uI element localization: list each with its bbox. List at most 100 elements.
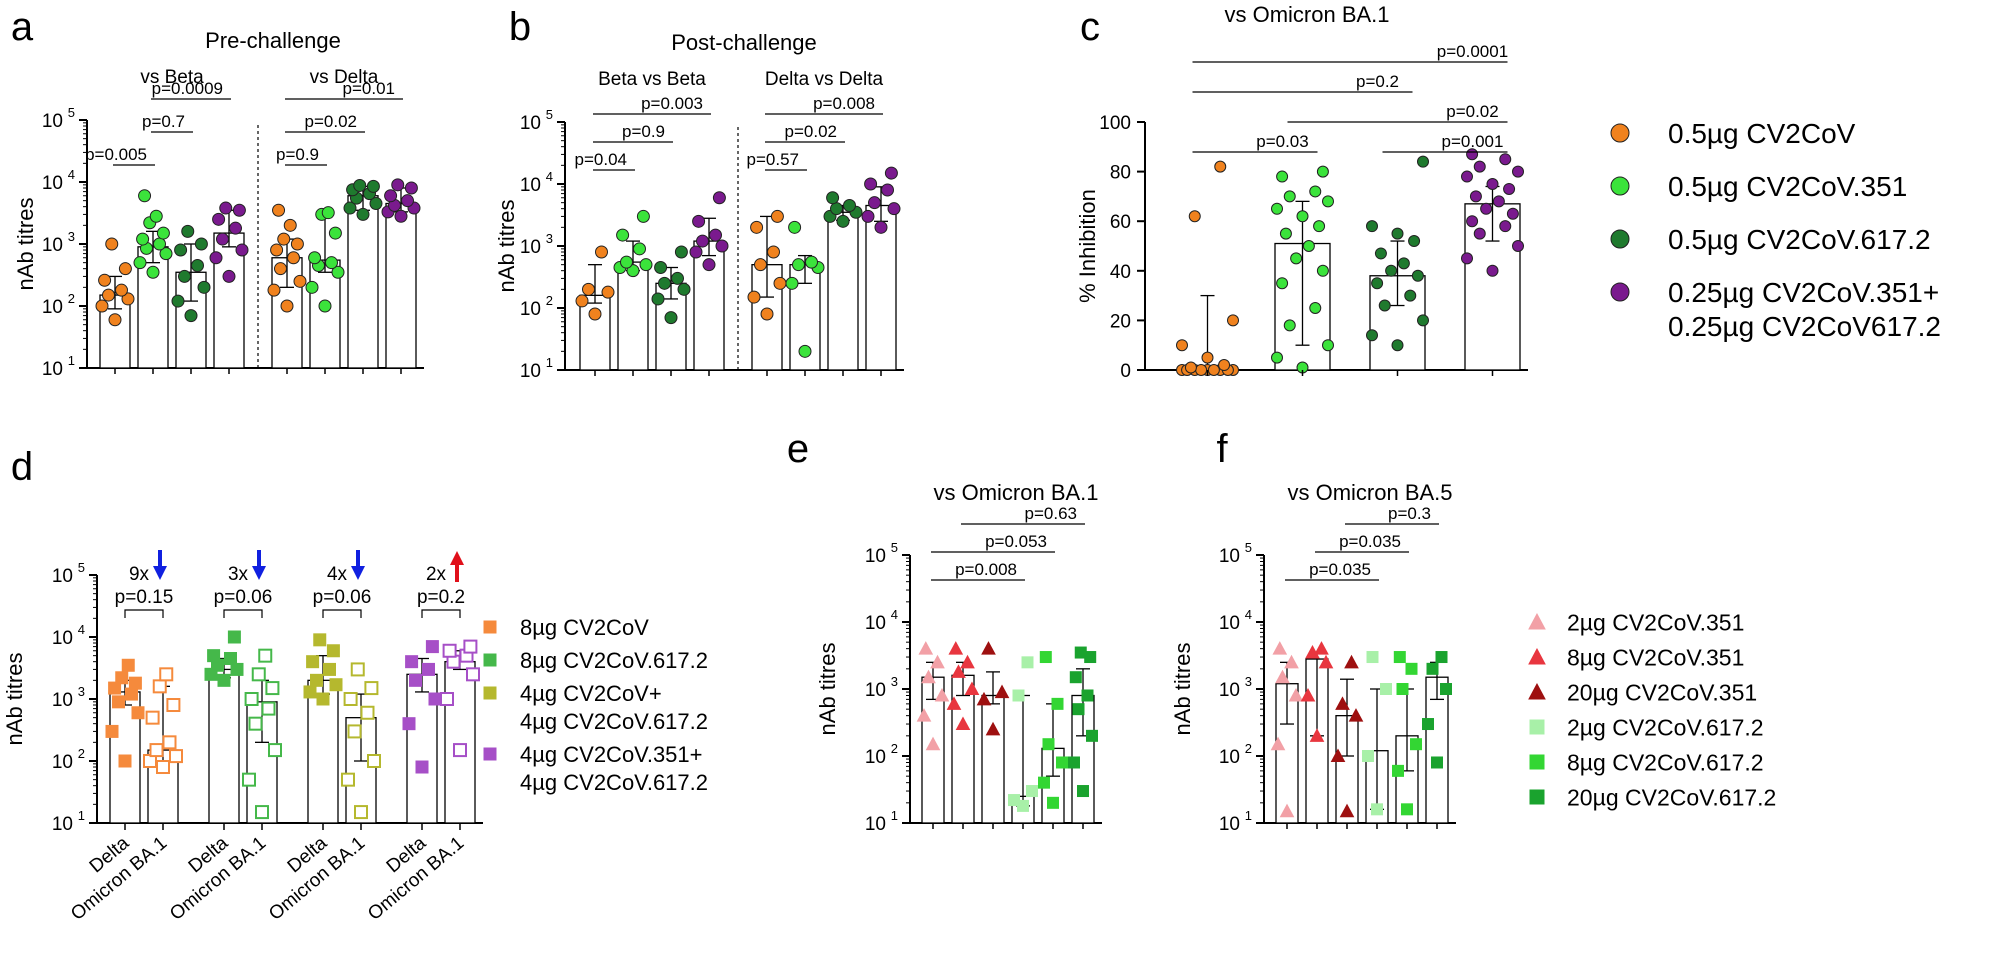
bar	[347, 195, 379, 369]
data-point	[219, 201, 233, 215]
data-point	[323, 662, 336, 676]
data-point	[105, 724, 119, 738]
data-point	[754, 258, 767, 272]
y-tick-exponent: 3	[891, 674, 898, 689]
data-point	[1473, 227, 1486, 240]
legend-label: 0.5µg CV2CoV.351	[1668, 171, 1907, 202]
y-axis-label: nAb titres	[1170, 643, 1195, 736]
data-point	[194, 237, 208, 251]
data-point	[955, 716, 971, 731]
data-point	[654, 261, 668, 275]
data-point	[425, 640, 439, 654]
y-axis-label: nAb titres	[13, 198, 38, 291]
data-point	[1486, 178, 1499, 190]
p-value-label: p=0.005	[85, 145, 147, 164]
p-value-label: p=0.2	[1356, 72, 1399, 91]
y-tick-exponent: 3	[68, 229, 75, 244]
group-label: vs Beta	[140, 67, 204, 88]
data-point	[1283, 190, 1296, 203]
p-value-label: p=0.0001	[1437, 42, 1508, 61]
data-point	[149, 743, 164, 758]
data-point	[1042, 738, 1055, 751]
data-point	[1218, 359, 1231, 372]
data-point	[121, 658, 135, 672]
data-point	[636, 209, 650, 223]
data-point	[1466, 215, 1479, 228]
bar	[827, 211, 859, 371]
data-point	[1047, 796, 1059, 809]
data-point	[1529, 789, 1545, 805]
data-point	[1330, 748, 1346, 762]
data-point	[162, 735, 177, 750]
data-point	[677, 282, 691, 296]
y-tick-exponent: 3	[78, 684, 85, 699]
data-point	[483, 653, 497, 667]
panel-letter: b	[509, 5, 531, 49]
data-point	[1086, 729, 1098, 742]
data-point	[1401, 803, 1413, 816]
data-point	[1283, 319, 1296, 332]
panel-title: vs Omicron BA.1	[933, 480, 1098, 505]
group-label: Delta vs Delta	[765, 69, 884, 90]
data-point	[1012, 689, 1025, 702]
data-point	[1074, 646, 1087, 659]
group-label: vs Delta	[310, 67, 379, 88]
data-point	[405, 655, 419, 669]
data-point	[115, 283, 128, 297]
y-tick-exponent: 2	[891, 741, 898, 756]
data-point	[767, 245, 780, 259]
data-point	[1313, 220, 1326, 233]
data-point	[696, 234, 709, 248]
data-point	[1392, 764, 1404, 777]
y-tick-label: 10	[865, 747, 886, 768]
data-point	[483, 620, 497, 634]
bar	[444, 661, 476, 824]
data-point	[402, 717, 416, 731]
data-point	[1275, 669, 1290, 684]
data-point	[1290, 252, 1303, 265]
p-value-label: p=0.02	[1446, 102, 1498, 121]
data-point	[1318, 654, 1334, 669]
legend-label: 4µg CV2CoV+	[520, 681, 662, 706]
y-tick-exponent: 1	[78, 808, 85, 823]
data-point	[1081, 689, 1094, 702]
y-tick-label: 10	[42, 235, 63, 256]
data-point	[191, 259, 204, 273]
y-tick-exponent: 5	[68, 105, 75, 120]
data-point	[216, 232, 229, 246]
y-axis-label: % Inhibition	[1075, 189, 1100, 303]
y-tick-label: 10	[520, 175, 541, 196]
data-point	[181, 224, 195, 238]
data-point	[1026, 785, 1038, 798]
bar	[385, 202, 417, 369]
data-point	[303, 685, 317, 699]
data-point	[1288, 687, 1304, 702]
data-point	[290, 237, 304, 251]
data-point	[1374, 247, 1387, 260]
data-point	[1068, 756, 1080, 769]
data-point	[651, 292, 665, 306]
data-point	[1492, 195, 1505, 208]
p-value-label: p=0.7	[142, 112, 185, 131]
data-point	[792, 258, 805, 272]
data-point	[1201, 351, 1214, 364]
data-point	[1610, 123, 1630, 143]
data-point	[1422, 718, 1434, 731]
p-value-label: p=0.01	[343, 79, 395, 98]
data-point	[1309, 728, 1325, 742]
data-point	[1410, 738, 1422, 751]
p-value-label: p=0.008	[955, 560, 1017, 579]
p-value-label: p=0.63	[1025, 504, 1077, 523]
p-value-label: p=0.9	[622, 122, 665, 141]
data-point	[1610, 176, 1630, 196]
y-tick-label: 10	[520, 237, 541, 258]
pair-bracket	[421, 609, 461, 618]
data-point	[1335, 696, 1350, 710]
data-point	[463, 639, 478, 654]
bar	[208, 668, 240, 824]
y-axis-label: nAb titres	[2, 653, 27, 746]
bar	[981, 694, 1005, 824]
data-point	[798, 344, 812, 358]
data-point	[1528, 612, 1546, 630]
data-point	[981, 641, 996, 655]
